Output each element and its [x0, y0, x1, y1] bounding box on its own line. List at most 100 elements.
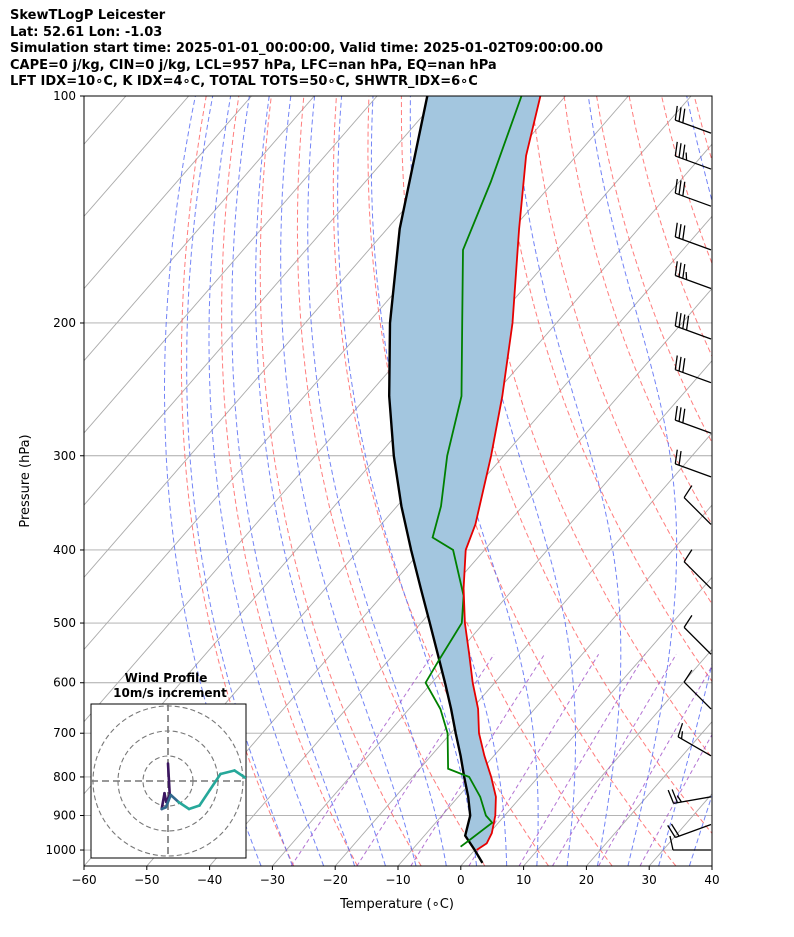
wind-barb [674, 222, 712, 251]
barb-flag [678, 313, 682, 328]
barb-flag [683, 549, 693, 563]
barb-flag [678, 262, 682, 277]
dry-adiabat [466, 96, 712, 759]
hodograph-segment [219, 769, 236, 776]
moist-adiabat [231, 96, 356, 866]
isotherm-line [84, 96, 315, 362]
barb-staff [675, 236, 712, 251]
chart-title: SkewTLogP Leicester [10, 8, 166, 23]
dry-adiabat [727, 96, 794, 866]
hodograph-segment [198, 788, 212, 807]
barb-staff [677, 736, 712, 757]
isotherm-line [775, 96, 794, 866]
data-lines [387, 96, 542, 864]
barb-staff [683, 681, 712, 710]
barb-flag [674, 355, 678, 370]
isotherm-line [272, 360, 712, 866]
barb-flag [682, 108, 686, 123]
indices-line: LFT IDX=10∘C, K IDX=4∘C, TOTAL TOTS=50∘C… [10, 74, 478, 89]
moist-adiabat [720, 96, 794, 866]
y-tick-label: 400 [53, 543, 76, 557]
barb-staff [675, 274, 712, 290]
barb-flag [676, 795, 682, 803]
barb-flag [667, 789, 675, 804]
wind-barb [674, 311, 712, 340]
x-tick-label: −10 [385, 873, 410, 887]
moist-adiabat [688, 793, 712, 866]
mixing-ratio-line [598, 665, 712, 866]
x-tick-label: −20 [323, 873, 348, 887]
barb-flag [677, 722, 684, 738]
x-tick-label: 10 [516, 873, 531, 887]
isotherm-line [84, 96, 441, 506]
wind-barb [683, 669, 712, 710]
barb-flag [674, 178, 678, 194]
wind-barb [667, 823, 712, 839]
moist-adiabat [587, 96, 678, 866]
barb-flag [680, 731, 684, 739]
barb-flag [671, 789, 679, 803]
hodograph-segment [164, 793, 173, 809]
wind-barb [683, 549, 712, 589]
hodograph-segment [177, 800, 191, 811]
y-tick-label: 100 [53, 89, 76, 103]
location-line: Lat: 52.61 Lon: -1.03 [10, 24, 163, 40]
times-line: Simulation start time: 2025-01-01_00:00:… [10, 41, 603, 56]
barb-staff [673, 796, 712, 805]
wind-barb [674, 105, 712, 134]
y-tick-label: 200 [53, 316, 76, 330]
barb-staff [675, 119, 712, 134]
moist-adiabat [186, 96, 293, 866]
barb-staff [675, 155, 712, 170]
barb-flag [667, 825, 676, 838]
isotherm-line [523, 648, 712, 866]
background-lines [84, 96, 794, 866]
x-tick-label: −50 [134, 873, 159, 887]
x-tick-label: −30 [260, 873, 285, 887]
barb-flag [682, 225, 686, 240]
isotherm-line [460, 576, 712, 866]
params-line: CAPE=0 j/kg, CIN=0 j/kg, LCL=957 hPa, LF… [10, 57, 497, 73]
dry-adiabat [759, 96, 794, 866]
barb-staff [675, 325, 712, 340]
isotherm-line [711, 865, 712, 866]
x-tick-label: −40 [197, 873, 222, 887]
barb-flag [674, 141, 678, 157]
wind-barb [683, 485, 712, 525]
hodograph-segment [208, 772, 222, 792]
barb-flag [678, 143, 682, 158]
mixing-ratio-line [518, 654, 646, 866]
barb-flag [682, 181, 686, 197]
hodograph-inset: Wind Profile 10m/s increment [90, 671, 247, 859]
x-tick-label: 30 [642, 873, 657, 887]
barb-flag [674, 261, 678, 276]
dry-adiabat [498, 96, 712, 683]
hodograph-segment [169, 793, 180, 804]
dry-adiabat [259, 96, 422, 866]
barb-flag [674, 222, 678, 238]
wind-barb [683, 615, 712, 655]
wind-barbs [667, 105, 712, 851]
dry-adiabat [563, 96, 712, 526]
barb-flag [674, 105, 678, 121]
hodograph-segment [160, 791, 166, 811]
mixing-ratio-line [552, 654, 677, 866]
moist-adiabat [513, 96, 622, 866]
x-tick-label: 0 [457, 873, 465, 887]
y-tick-label: 700 [53, 726, 76, 740]
barb-flag [678, 356, 682, 372]
barb-flag [674, 311, 678, 327]
barb-flag [669, 835, 674, 851]
y-tick-label: 900 [53, 809, 76, 823]
barb-flag [682, 314, 686, 329]
x-axis-label: Temperature (∘C) [339, 897, 454, 912]
wind-barb [669, 835, 711, 851]
barb-flag [685, 315, 690, 331]
dry-adiabat [180, 96, 295, 866]
hodograph-segment [233, 769, 246, 779]
y-axis-label: Pressure (hPa) [18, 434, 33, 527]
barb-staff [675, 823, 712, 839]
isotherm-line [84, 96, 378, 434]
wind-barb [667, 789, 712, 805]
